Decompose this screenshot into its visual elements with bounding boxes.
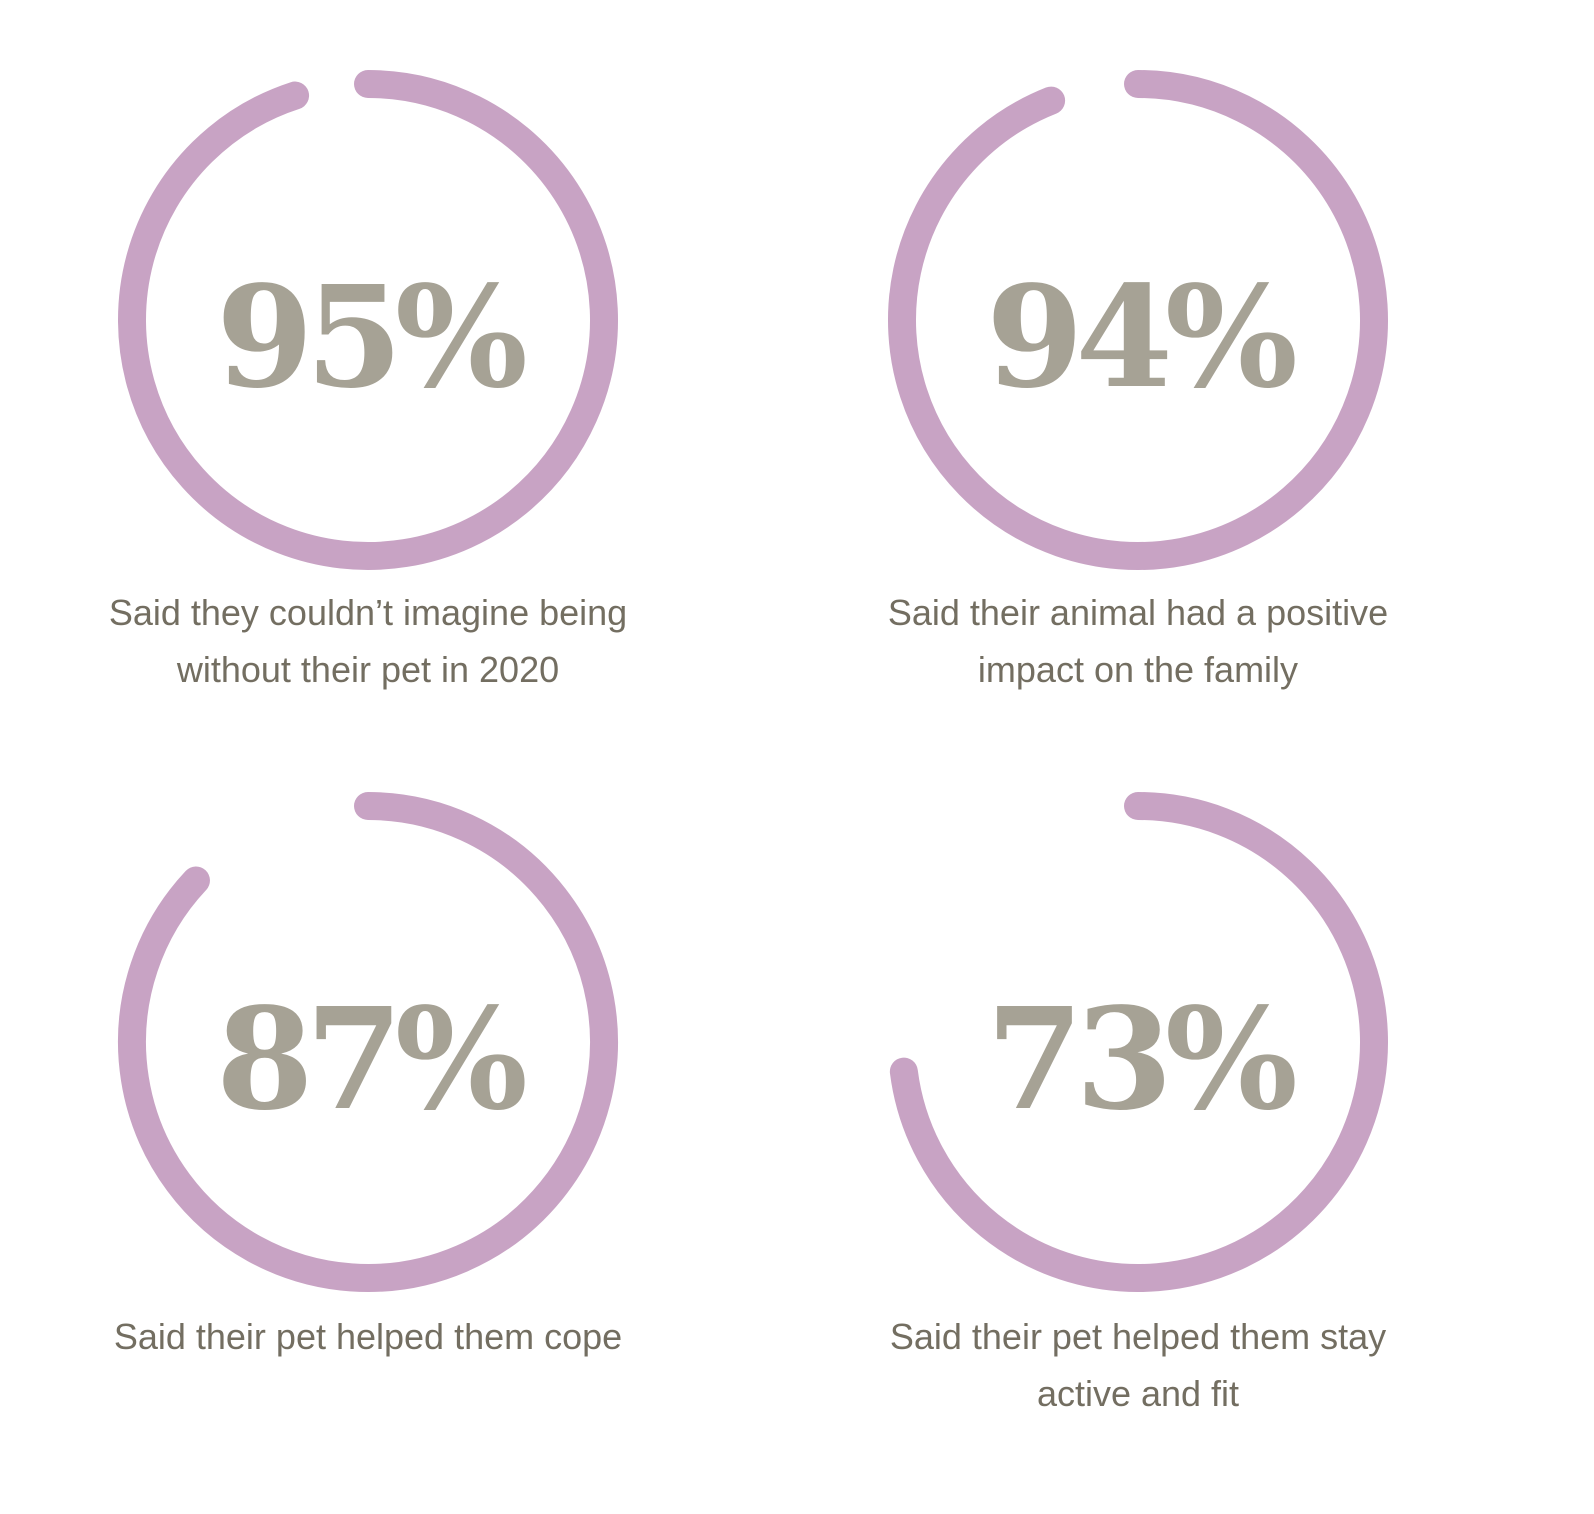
ring-chart-2: 94% bbox=[887, 70, 1388, 570]
stat-caption-2: Said their animal had a positive impact … bbox=[818, 584, 1458, 698]
stat-caption-1-line2: without their pet in 2020 bbox=[176, 649, 560, 690]
ring-arc-2 bbox=[887, 70, 1388, 570]
stat-caption-4-line2: active and fit bbox=[1036, 1373, 1240, 1414]
stat-caption-1-line1: Said they couldn’t imagine being bbox=[108, 592, 628, 633]
stat-caption-4-line1: Said their pet helped them stay bbox=[889, 1316, 1387, 1357]
ring-arc-3 bbox=[118, 792, 618, 1292]
stat-caption-2-line2: impact on the family bbox=[977, 649, 1299, 690]
stat-caption-2-line1: Said their animal had a positive bbox=[887, 592, 1389, 633]
stat-value-3: 87% bbox=[216, 978, 525, 1142]
stat-caption-3-line1: Said their pet helped them cope bbox=[113, 1316, 623, 1357]
stat-caption-1: Said they couldn’t imagine being without… bbox=[48, 584, 688, 698]
stat-value-2: 94% bbox=[986, 256, 1295, 420]
ring-chart-3: 87% bbox=[118, 792, 618, 1292]
stat-caption-4: Said their pet helped them stay active a… bbox=[818, 1308, 1458, 1422]
stat-value-4: 73% bbox=[986, 978, 1295, 1142]
ring-chart-4: 73% bbox=[889, 792, 1388, 1292]
stat-value-1: 95% bbox=[216, 256, 525, 420]
ring-chart-1: 95% bbox=[118, 70, 618, 570]
ring-arc-1 bbox=[118, 70, 618, 570]
stat-caption-3: Said their pet helped them cope bbox=[48, 1308, 688, 1365]
ring-arc-4 bbox=[889, 792, 1388, 1292]
